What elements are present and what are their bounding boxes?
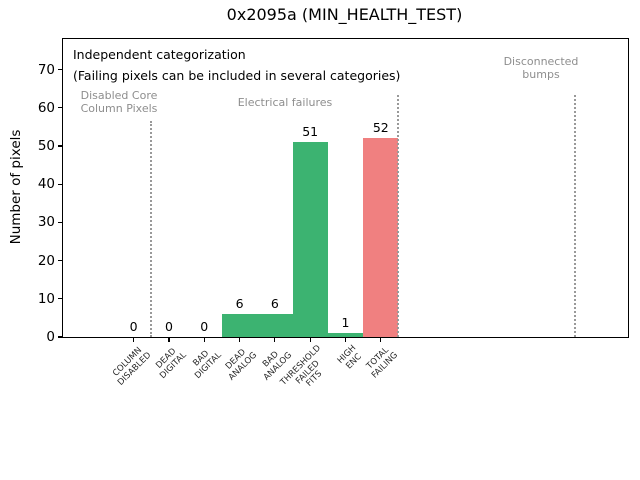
y-tick-mark bbox=[58, 183, 62, 185]
y-tick-label: 10 bbox=[37, 290, 55, 307]
x-tick-mark bbox=[203, 338, 205, 342]
bar-dead-analog bbox=[221, 314, 258, 337]
section-label-electrical-failures: Electrical failures bbox=[237, 96, 333, 109]
x-tick-label-high-enc: HIGH ENC bbox=[335, 343, 364, 372]
y-tick-label: 60 bbox=[37, 99, 55, 116]
y-tick-mark bbox=[58, 298, 62, 300]
x-tick-mark bbox=[133, 338, 135, 342]
bar-bad-analog bbox=[257, 314, 293, 337]
y-tick-label: 0 bbox=[46, 329, 55, 345]
y-tick-mark bbox=[58, 107, 62, 109]
bar-value-label: 0 bbox=[129, 319, 138, 334]
x-tick-mark bbox=[380, 338, 382, 342]
x-tick-mark bbox=[344, 338, 347, 342]
bar-value-label: 6 bbox=[270, 296, 279, 312]
y-tick-mark bbox=[58, 68, 62, 71]
y-tick-label: 40 bbox=[37, 176, 55, 193]
chart-title: 0x2095a (MIN_HEALTH_TEST) bbox=[226, 5, 463, 24]
x-tick-mark bbox=[309, 338, 311, 342]
y-tick-label: 50 bbox=[37, 137, 55, 154]
bar-value-label: 52 bbox=[372, 120, 389, 136]
bar-value-label: 0 bbox=[200, 319, 209, 334]
section-label-disconnected-bumps: Disconnected bumps bbox=[503, 55, 579, 81]
x-tick-mark bbox=[238, 338, 241, 342]
x-tick-label-bad-digital: BAD DIGITAL bbox=[191, 348, 224, 381]
bar-high-enc bbox=[327, 333, 364, 337]
x-tick-mark bbox=[168, 338, 170, 342]
note-independent-categorization: Independent categorization bbox=[73, 47, 246, 62]
y-tick-label: 70 bbox=[37, 61, 55, 78]
y-tick-mark bbox=[58, 336, 62, 338]
section-divider-line bbox=[150, 121, 153, 337]
x-tick-label-column-disabled: COLUMN DISABLED bbox=[110, 345, 153, 388]
y-tick-mark bbox=[58, 145, 62, 147]
bar-value-label: 51 bbox=[302, 124, 319, 140]
bar-value-label: 1 bbox=[341, 315, 350, 331]
bar-total-failing bbox=[363, 138, 399, 337]
bar-value-label: 6 bbox=[235, 296, 244, 312]
section-divider-line bbox=[574, 95, 577, 337]
x-tick-label-dead-digital: DEAD DIGITAL bbox=[153, 346, 189, 381]
bar-value-label: 0 bbox=[164, 319, 173, 334]
note-failing-pixels-caption: (Failing pixels can be included in sever… bbox=[73, 68, 401, 83]
x-tick-label-total-failing: TOTAL FAILING bbox=[365, 345, 400, 381]
bar-threshold-failed-fits bbox=[292, 142, 328, 337]
y-tick-mark bbox=[58, 259, 62, 262]
section-label-disabled-core-column-pixels: Disabled Core Column Pixels bbox=[80, 89, 158, 115]
x-tick-mark bbox=[274, 338, 276, 342]
x-tick-label-dead-analog: DEAD ANALOG bbox=[223, 347, 259, 383]
y-tick-label: 30 bbox=[37, 214, 55, 231]
plot-area: Independent categorization (Failing pixe… bbox=[38, 38, 629, 389]
y-tick-label: 20 bbox=[37, 252, 55, 269]
y-tick-mark bbox=[58, 221, 62, 223]
section-divider-line bbox=[397, 95, 400, 337]
